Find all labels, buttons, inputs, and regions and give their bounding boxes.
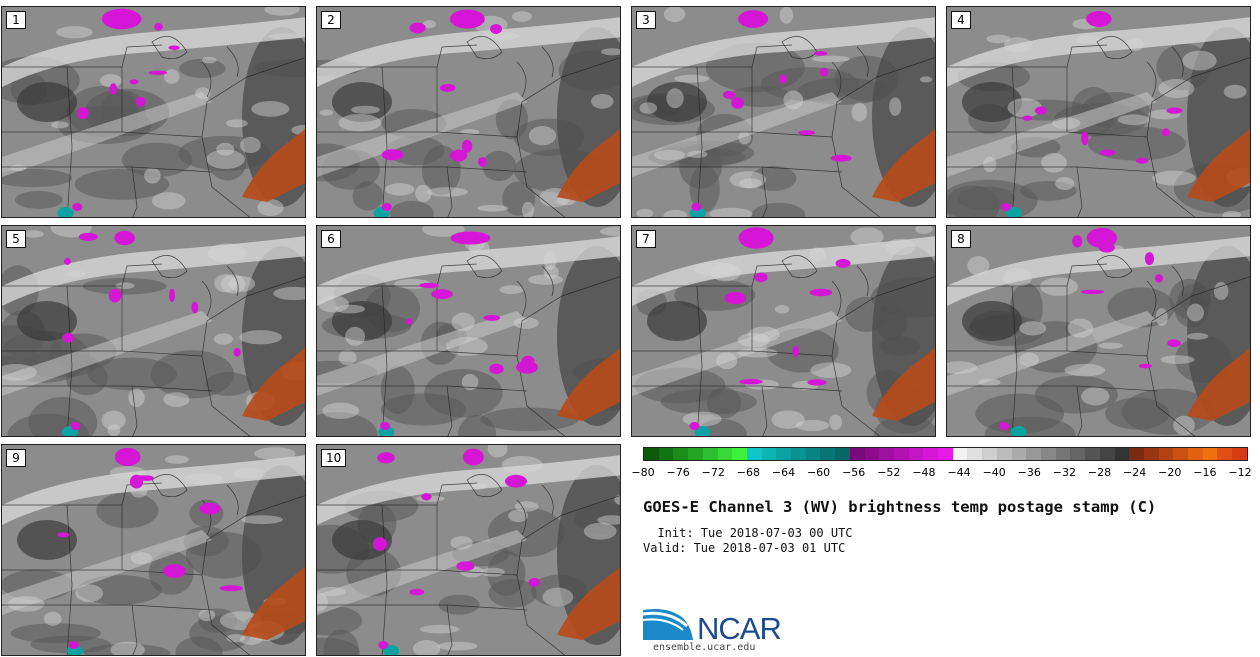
colorbar-segment — [893, 448, 909, 460]
colorbar-tick-label: −28 — [1087, 466, 1112, 479]
colorbar-segment — [673, 448, 689, 460]
colorbar-segment — [1202, 448, 1218, 460]
colorbar-segment — [1070, 448, 1086, 460]
colorbar-segment — [746, 448, 762, 460]
colorbar-segment — [805, 448, 821, 460]
colorbar-segment — [938, 448, 953, 460]
colorbar-segment — [879, 448, 894, 460]
colorbar-segment — [1085, 448, 1100, 460]
stamp-number: 9 — [6, 449, 26, 467]
colorbar-segment — [1158, 448, 1174, 460]
ncar-url: ensemble.ucar.edu — [653, 642, 756, 653]
colorbar-segment — [776, 448, 792, 460]
colorbar-segment — [1129, 448, 1144, 460]
colorbar-tick-label: −72 — [701, 466, 725, 479]
stamp-number: 7 — [636, 230, 656, 248]
colorbar-tick-labels: −80 −76 −72 −68 −64 −60 −56 −52 −48 −44 −40 −36 −32−… — [631, 466, 1252, 480]
colorbar-segment — [908, 448, 924, 460]
colorbar-tick-label: −60 — [806, 466, 831, 479]
wv-map — [317, 226, 620, 436]
colorbar-segment — [982, 448, 997, 460]
colorbar-tick-label: −52 — [877, 466, 901, 479]
colorbar-segment — [952, 448, 968, 460]
colorbar-segment — [644, 448, 659, 460]
postage-stamp-7: 7 — [631, 225, 936, 437]
colorbar-segment — [923, 448, 939, 460]
colorbar-tick-label: −16 — [1193, 466, 1217, 479]
colorbar-segment — [1055, 448, 1071, 460]
colorbar-tick-label: −24 — [1123, 466, 1147, 479]
wv-map — [632, 226, 935, 436]
colorbar — [643, 447, 1248, 461]
stamp-number: 6 — [321, 230, 341, 248]
postage-stamp-10: 10 — [316, 444, 621, 656]
postage-stamp-6: 6 — [316, 225, 621, 437]
colorbar-segment — [1011, 448, 1027, 460]
colorbar-segment — [658, 448, 674, 460]
colorbar-tick-label: −40 — [982, 466, 1006, 479]
colorbar-segment — [1188, 448, 1203, 460]
wv-map — [2, 7, 305, 217]
postage-stamp-9: 9 — [1, 444, 306, 656]
colorbar-segment — [996, 448, 1012, 460]
colorbar-tick-label: −56 — [842, 466, 866, 479]
postage-stamp-2: 2 — [316, 6, 621, 218]
colorbar-tick-label: −76 — [666, 466, 690, 479]
colorbar-segment — [835, 448, 850, 460]
wv-map — [317, 7, 620, 217]
postage-stamp-1: 1 — [1, 6, 306, 218]
colorbar-tick-label: −48 — [912, 466, 936, 479]
stamp-number: 10 — [321, 449, 347, 467]
colorbar-segment — [1232, 448, 1247, 460]
colorbar-segment — [820, 448, 836, 460]
postage-stamp-3: 3 — [631, 6, 936, 218]
colorbar-segment — [1040, 448, 1056, 460]
stamp-number: 4 — [951, 11, 971, 29]
stamp-number: 1 — [6, 11, 26, 29]
postage-stamp-5: 5 — [1, 225, 306, 437]
valid-time: Valid: Tue 2018-07-03 01 UTC — [643, 541, 846, 555]
colorbar-segment — [1099, 448, 1115, 460]
colorbar-segment — [702, 448, 718, 460]
colorbar-segment — [1217, 448, 1233, 460]
colorbar-tick-label: −36 — [1017, 466, 1041, 479]
colorbar-segment — [849, 448, 865, 460]
ncar-logo-swoosh-icon — [643, 609, 693, 640]
postage-stamp-4: 4 — [946, 6, 1251, 218]
colorbar-segment — [717, 448, 733, 460]
colorbar-segment — [967, 448, 983, 460]
colorbar-segment — [791, 448, 806, 460]
postage-stamp-8: 8 — [946, 225, 1251, 437]
colorbar-segment — [1026, 448, 1041, 460]
wv-map — [632, 7, 935, 217]
stamp-number: 8 — [951, 230, 971, 248]
stamp-number: 5 — [6, 230, 26, 248]
stamp-number: 3 — [636, 11, 656, 29]
wv-map — [317, 445, 620, 655]
figure-title: GOES-E Channel 3 (WV) brightness temp po… — [643, 498, 1157, 516]
colorbar-tick-label: −12 — [1228, 466, 1252, 479]
colorbar-segment — [688, 448, 703, 460]
colorbar-segment — [864, 448, 880, 460]
ncar-logo-text: NCAR — [697, 611, 782, 646]
colorbar-tick-label: −32 — [1052, 466, 1077, 479]
colorbar-segment — [1143, 448, 1159, 460]
colorbar-tick-label: −80 — [631, 466, 655, 479]
colorbar-tick-label: −44 — [947, 466, 971, 479]
stamp-number: 2 — [321, 11, 341, 29]
colorbar-segment — [732, 448, 747, 460]
colorbar-tick-label: −68 — [736, 466, 760, 479]
wv-map — [2, 445, 305, 655]
wv-map — [947, 7, 1250, 217]
colorbar-tick-label: −64 — [771, 466, 796, 479]
colorbar-segment — [1173, 448, 1189, 460]
colorbar-segment — [761, 448, 777, 460]
colorbar-segment — [1114, 448, 1130, 460]
colorbar-tick-label: −20 — [1158, 466, 1182, 479]
wv-map — [2, 226, 305, 436]
wv-map — [947, 226, 1250, 436]
init-time: Init: Tue 2018-07-03 00 UTC — [643, 526, 853, 540]
